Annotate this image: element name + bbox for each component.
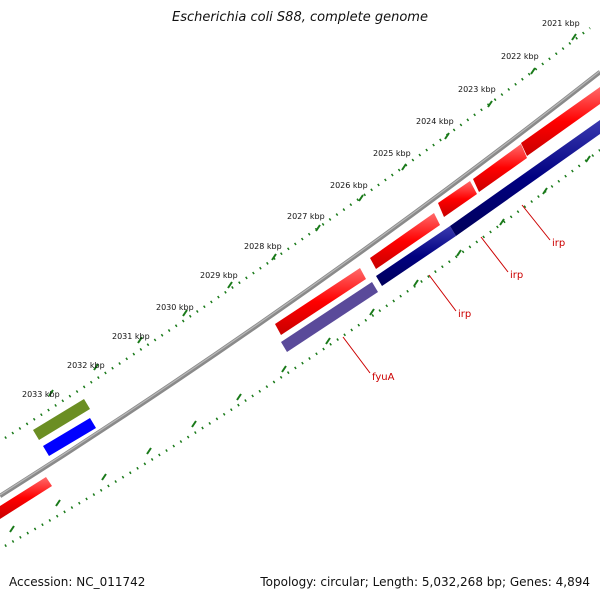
tick-label: 2032 kbp [67,361,105,370]
map-title: Escherichia coli S88, complete genome [172,10,428,25]
tick-label: 2023 kbp [458,85,496,94]
tick-label: 2031 kbp [112,332,150,341]
outer-tick-track [4,27,591,440]
tick-label: 2021 kbp [542,19,580,28]
gene-cds [43,418,96,456]
gene-label-fyuA: fyuA [372,372,395,383]
gene-label-irp: irp [510,270,523,281]
gene-cds [438,181,477,217]
tick-label: 2029 kbp [200,271,238,280]
gene-cds [376,226,456,286]
genome-backbone [0,70,600,498]
tick-label: 2027 kbp [287,212,325,221]
inner-major-ticks [9,155,591,533]
accession-text: Accession: NC_011742 [9,575,146,589]
gene-cds [275,268,366,335]
gene-cds [33,399,90,440]
forward-strand-genes [0,87,600,519]
gene-cds [281,282,378,352]
tick-label: 2025 kbp [373,149,411,158]
genome-summary-text: Topology: circular; Length: 5,032,268 bp… [260,575,590,589]
gene-cds [450,120,600,236]
reverse-strand-genes [33,120,600,456]
gene-cds [370,213,440,269]
tick-label: 2022 kbp [501,52,539,61]
outer-major-ticks [48,33,577,397]
gene-cds [0,477,52,519]
tick-label: 2026 kbp [330,181,368,190]
tick-label: 2024 kbp [416,117,454,126]
gene-label-leaders [342,204,551,374]
tick-label: 2028 kbp [244,242,282,251]
gene-cds [473,144,527,192]
gene-label-irp: irp [552,238,565,249]
gene-label-irp: irp [458,309,471,320]
gene-cds [521,87,600,156]
inner-tick-track [4,149,600,548]
tick-label: 2033 kbp [22,390,60,399]
tick-label: 2030 kbp [156,303,194,312]
genome-backbone-highlight [0,70,600,496]
